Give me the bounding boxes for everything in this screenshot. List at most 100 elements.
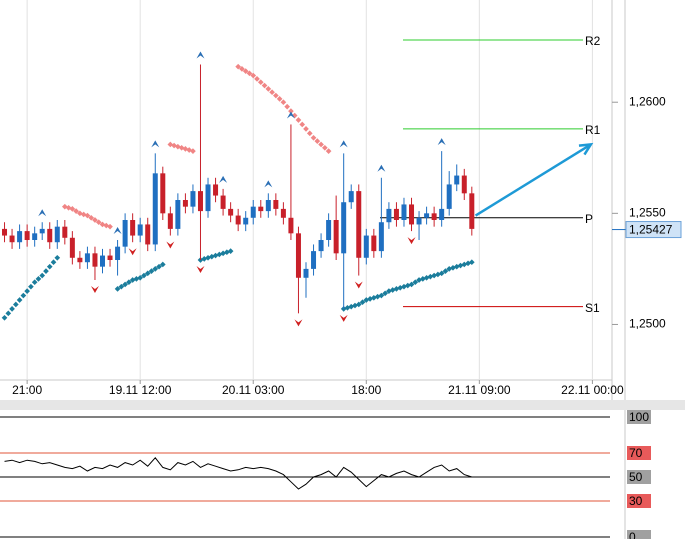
- sar-dot: [306, 130, 313, 137]
- fractal-up: [113, 227, 122, 234]
- candle-body: [175, 200, 181, 229]
- sar-dot: [412, 279, 419, 286]
- sar-dot: [69, 206, 76, 212]
- x-tick-label: 21:00: [12, 383, 42, 397]
- fractal-down: [407, 237, 416, 245]
- level-label-bg: [627, 410, 651, 424]
- candle-body: [386, 208, 392, 223]
- candle-body: [213, 184, 219, 196]
- sar-dot: [438, 270, 445, 277]
- sar-dot: [156, 263, 162, 270]
- y-tick-label: 1,2550: [629, 206, 666, 220]
- current-price-box: [625, 221, 682, 239]
- candle-body: [243, 217, 249, 225]
- pivot-label: R1: [585, 123, 601, 137]
- pivot-label: P: [585, 212, 593, 226]
- candle-body: [326, 220, 332, 240]
- fractal-down: [196, 266, 205, 273]
- candle-body: [62, 226, 68, 238]
- sar-dot: [107, 223, 113, 230]
- sar-dot: [84, 212, 91, 219]
- fractal-down: [90, 286, 99, 293]
- sar-dot: [148, 268, 155, 274]
- sar-dot: [122, 281, 128, 288]
- candle-body: [273, 200, 279, 209]
- trend-arrow: [474, 143, 592, 217]
- sar-dot: [137, 274, 144, 281]
- sar-dot: [284, 103, 290, 110]
- candle-body: [92, 253, 98, 267]
- sar-dot: [227, 248, 234, 254]
- candle-body: [39, 228, 45, 234]
- sar-dot: [144, 270, 151, 277]
- sar-dot: [250, 72, 257, 79]
- candle-body: [235, 215, 241, 225]
- candle-body: [24, 231, 30, 240]
- fractal-up: [219, 175, 228, 183]
- candle-body: [311, 251, 317, 269]
- sar-dot: [261, 82, 268, 89]
- candle-body: [205, 184, 211, 212]
- rsi-line: [4, 457, 472, 490]
- sar-dot: [126, 279, 132, 286]
- candle-body: [333, 220, 339, 254]
- candle-body: [363, 235, 369, 258]
- candle-body: [439, 208, 445, 220]
- candle-body: [115, 246, 121, 260]
- level-label-bg: [627, 446, 651, 460]
- sar-dot: [408, 281, 415, 288]
- sar-dot: [295, 117, 302, 123]
- x-tick-label: 22.11 00:00: [561, 383, 624, 397]
- sar-dot: [276, 96, 283, 102]
- sar-dot: [303, 126, 309, 132]
- candle-body: [145, 224, 151, 245]
- sar-dot: [318, 141, 324, 148]
- sar-dot: [468, 259, 475, 266]
- trend-arrow-head: [578, 142, 594, 156]
- candle-body: [416, 217, 422, 225]
- candle-body: [295, 233, 301, 278]
- sar-dot: [325, 148, 332, 154]
- sar-dot: [73, 208, 79, 214]
- sar-dot: [442, 268, 449, 274]
- sar-dot: [299, 121, 306, 128]
- y-tick-label: 30: [629, 494, 643, 508]
- sar-dot: [141, 272, 147, 279]
- sar-dot: [355, 301, 362, 308]
- sar-dot: [257, 79, 264, 86]
- candle-body: [371, 235, 377, 252]
- candle-body: [84, 253, 90, 263]
- sar-dot: [273, 92, 279, 99]
- x-tick-label: 20.11 03:00: [222, 383, 285, 397]
- fractal-down: [128, 248, 137, 256]
- sar-dot: [382, 290, 388, 297]
- sar-dot: [114, 286, 121, 292]
- sar-dot: [239, 66, 245, 72]
- level-label-bg: [627, 530, 651, 539]
- x-tick-label: 19.11 12:00: [109, 383, 172, 397]
- candle-body: [378, 222, 384, 252]
- pivot-label: R2: [585, 34, 601, 48]
- candle-body: [461, 175, 467, 194]
- sar-dot: [88, 214, 95, 221]
- candle-body: [107, 255, 113, 260]
- level-label-bg: [627, 470, 651, 484]
- candle-body: [220, 195, 226, 209]
- candle-body: [77, 257, 83, 263]
- sar-dot: [359, 299, 366, 306]
- fractal-down: [166, 241, 175, 249]
- y-tick-label: 100: [629, 410, 649, 424]
- candle-body: [356, 191, 362, 258]
- sar-dot: [322, 144, 328, 151]
- panel-separator: [0, 400, 685, 410]
- candle-body: [469, 193, 475, 229]
- sar-dot: [20, 292, 27, 299]
- current-price-label: 1,25427: [629, 223, 673, 237]
- fractal-up: [286, 111, 295, 119]
- fractal-down: [339, 314, 348, 322]
- candle-body: [446, 184, 452, 209]
- candle-body: [409, 204, 415, 225]
- sar-dot: [190, 148, 196, 154]
